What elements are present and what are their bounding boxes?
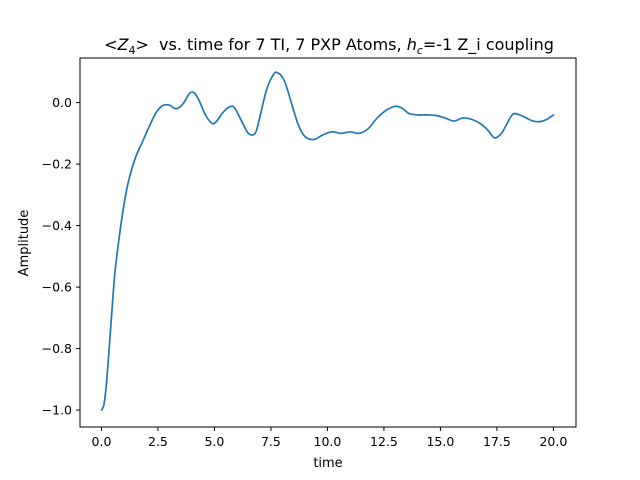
x-tick-label: 5.0 — [205, 434, 225, 449]
x-axis-label: time — [313, 456, 342, 471]
x-tick-label: 15.0 — [426, 434, 454, 449]
y-tick-label: −0.8 — [42, 341, 72, 356]
x-axis-ticks: 0.0 2.5 5.0 7.5 10.0 12.5 15.0 17.5 20.0 — [92, 427, 567, 449]
chart-title: <Z4> vs. time for 7 TI, 7 PXP Atoms, hc=… — [104, 35, 554, 57]
y-axis-label: Amplitude — [17, 210, 32, 277]
x-tick-label: 20.0 — [539, 434, 567, 449]
x-tick-label: 2.5 — [148, 434, 168, 449]
plot-area-frame — [79, 57, 577, 428]
x-tick-label: 10.0 — [314, 434, 342, 449]
x-tick-label: 0.0 — [92, 434, 112, 449]
y-tick-label: 0.0 — [52, 95, 72, 110]
series-layer — [100, 71, 555, 411]
y-tick-label: −0.2 — [42, 157, 72, 172]
series-line-0 — [100, 71, 555, 411]
y-tick-label: −1.0 — [42, 403, 72, 418]
y-tick-label: −0.4 — [42, 218, 72, 233]
x-tick-label: 12.5 — [370, 434, 398, 449]
y-axis-ticks: 0.0 −0.2 −0.4 −0.6 −0.8 −1.0 — [42, 95, 80, 418]
x-tick-label: 17.5 — [483, 434, 511, 449]
y-tick-label: −0.6 — [42, 280, 72, 295]
x-tick-label: 7.5 — [261, 434, 281, 449]
